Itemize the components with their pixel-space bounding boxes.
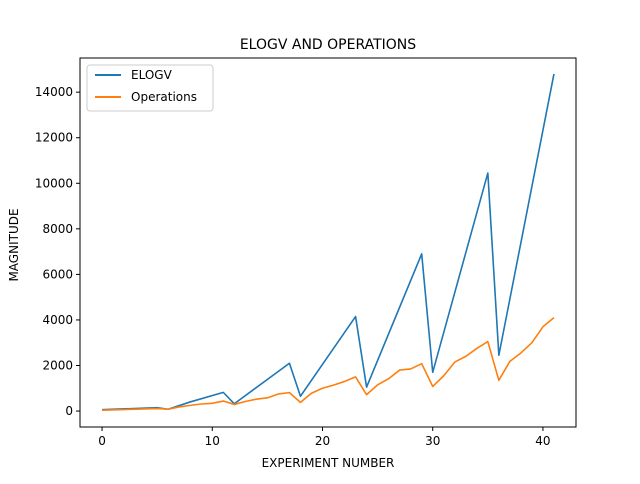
y-tick-label: 14000 [35, 85, 73, 99]
legend-label-elogv: ELOGV [131, 68, 173, 82]
x-axis-ticks: 0 10 20 30 40 [98, 427, 551, 448]
series-line-operations [102, 317, 555, 411]
x-tick-label: 10 [205, 434, 220, 448]
x-tick-label: 0 [98, 434, 106, 448]
y-tick-label: 6000 [42, 267, 73, 281]
chart-title: ELOGV AND OPERATIONS [240, 37, 416, 53]
y-tick-label: 12000 [35, 131, 73, 145]
y-tick-label: 4000 [42, 313, 73, 327]
y-axis-ticks: 0 2000 4000 6000 8000 10000 12000 14000 [35, 85, 80, 418]
y-tick-label: 10000 [35, 176, 73, 190]
x-axis-label: EXPERIMENT NUMBER [262, 456, 395, 470]
legend-label-operations: Operations [131, 90, 197, 104]
x-tick-label: 40 [535, 434, 550, 448]
x-tick-label: 30 [425, 434, 440, 448]
x-tick-label: 20 [315, 434, 330, 448]
series-lines [102, 73, 555, 411]
legend: ELOGV Operations [86, 64, 214, 112]
y-axis-label: MAGNITUDE [7, 208, 21, 281]
y-tick-label: 8000 [42, 222, 73, 236]
series-line-elogv [102, 73, 555, 411]
y-tick-label: 0 [65, 404, 73, 418]
y-tick-label: 2000 [42, 359, 73, 373]
plot-area [79, 57, 577, 428]
legend-box [86, 64, 214, 112]
